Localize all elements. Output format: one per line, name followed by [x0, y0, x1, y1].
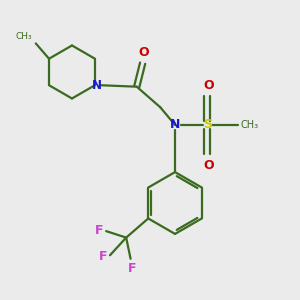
Text: CH₃: CH₃ [241, 120, 259, 130]
Text: O: O [204, 159, 214, 172]
Text: F: F [128, 262, 136, 275]
Text: O: O [138, 46, 148, 59]
Text: S: S [203, 118, 212, 131]
Text: N: N [170, 118, 180, 131]
Text: N: N [92, 79, 102, 92]
Text: F: F [95, 224, 103, 237]
Text: CH₃: CH₃ [16, 32, 32, 41]
Text: O: O [204, 79, 214, 92]
Text: F: F [99, 250, 108, 263]
